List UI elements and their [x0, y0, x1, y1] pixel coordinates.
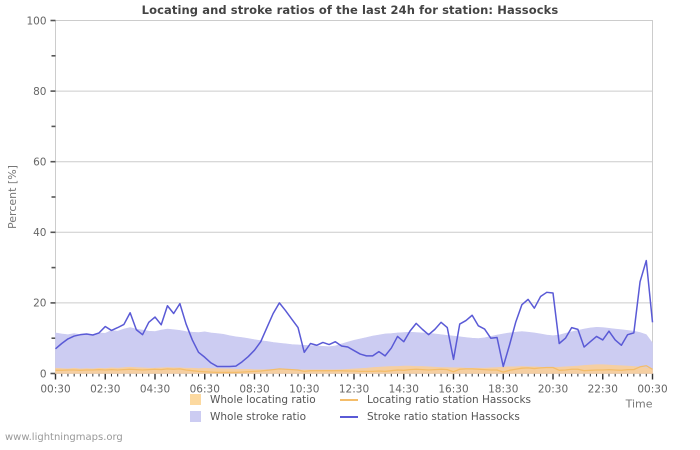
xtick-label: 04:30	[140, 384, 170, 396]
xtick-label: 10:30	[289, 384, 319, 396]
legend-row: Whole stroke ratio Stroke ratio station …	[190, 409, 630, 424]
xtick-label: 02:30	[90, 384, 120, 396]
legend-swatch-whole-stroke-ratio	[190, 411, 201, 422]
legend-label-whole-locating-ratio: Whole locating ratio	[210, 393, 316, 406]
xtick-label: 12:30	[339, 384, 369, 396]
ytick-label-0: 0	[40, 368, 47, 380]
legend-item-locating-ratio-station[interactable]: Locating ratio station Hassocks	[340, 394, 620, 406]
legend-item-whole-locating-ratio[interactable]: Whole locating ratio	[190, 394, 340, 406]
xtick-label: 08:30	[239, 384, 269, 396]
legend-label-whole-stroke-ratio: Whole stroke ratio	[210, 410, 306, 423]
xtick-label: 06:30	[190, 384, 220, 396]
ytick-label-40: 40	[33, 227, 46, 239]
x-axis-label: Time	[625, 398, 653, 411]
legend-label-stroke-ratio-station: Stroke ratio station Hassocks	[367, 410, 520, 423]
series-line-locating-ratio-station	[55, 365, 653, 374]
xtick-label: 00:30	[40, 384, 70, 396]
watermark: www.lightningmaps.org	[5, 432, 123, 443]
y-axis-label: Percent [%]	[6, 165, 19, 229]
chart-title: Locating and stroke ratios of the last 2…	[141, 3, 559, 17]
legend-item-stroke-ratio-station[interactable]: Stroke ratio station Hassocks	[340, 411, 620, 423]
xtick-label: 00:30	[637, 384, 667, 396]
legend-swatch-stroke-ratio-station	[340, 415, 358, 418]
legend-swatch-locating-ratio-station	[340, 398, 358, 401]
ytick-label-60: 60	[33, 157, 46, 169]
ytick-label-100: 100	[26, 15, 46, 27]
ytick-label-20: 20	[33, 298, 46, 310]
xtick-label: 20:30	[538, 384, 568, 396]
legend-label-locating-ratio-station: Locating ratio station Hassocks	[367, 393, 532, 406]
xtick-label: 14:30	[389, 384, 419, 396]
xtick-label: 22:30	[588, 384, 618, 396]
plot-background	[55, 20, 653, 374]
legend-swatch-whole-locating-ratio	[190, 394, 201, 405]
legend-item-whole-stroke-ratio[interactable]: Whole stroke ratio	[190, 411, 340, 423]
xtick-label: 18:30	[488, 384, 518, 396]
ytick-label-80: 80	[33, 86, 46, 98]
xtick-label: 16:30	[438, 384, 468, 396]
chart-legend: Whole locating ratio Locating ratio stat…	[190, 392, 630, 426]
series-line-stroke-ratio-station	[55, 259, 654, 368]
legend-row: Whole locating ratio Locating ratio stat…	[190, 392, 630, 407]
